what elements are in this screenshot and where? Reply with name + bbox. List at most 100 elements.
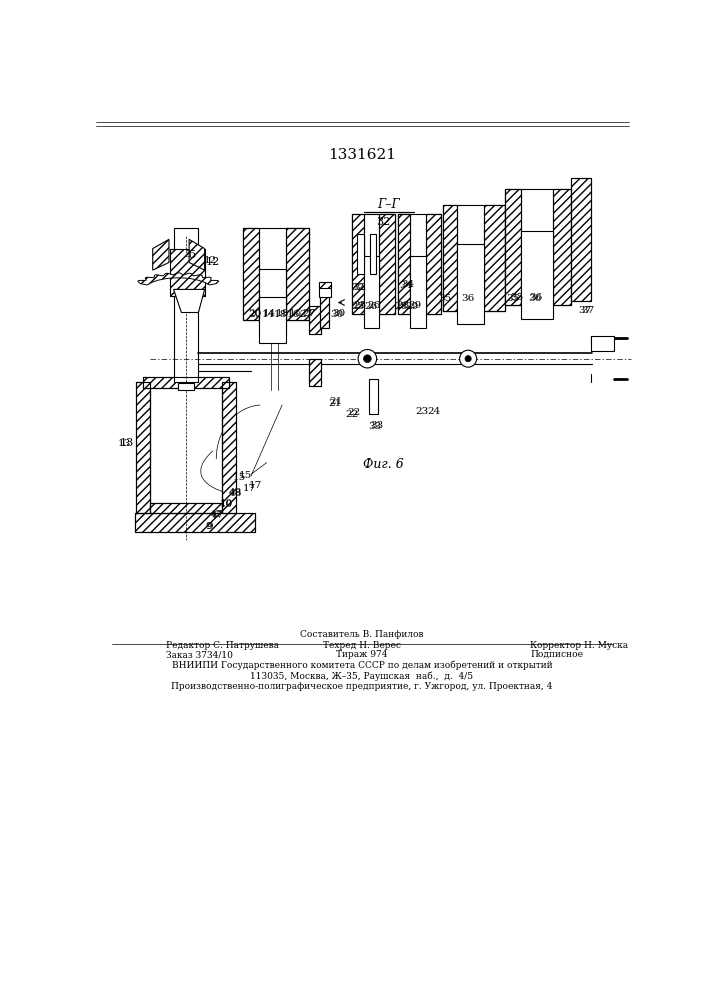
Bar <box>309 306 321 334</box>
Bar <box>243 228 259 320</box>
Text: 9: 9 <box>206 522 214 531</box>
Text: 18: 18 <box>276 309 288 318</box>
Text: 33: 33 <box>370 421 383 430</box>
Bar <box>286 228 309 320</box>
Text: 35: 35 <box>506 294 520 303</box>
Bar <box>143 377 230 388</box>
Circle shape <box>363 355 371 363</box>
Bar <box>320 286 329 328</box>
Text: 27: 27 <box>300 310 312 319</box>
Text: 23: 23 <box>415 407 428 416</box>
Bar <box>170 249 204 296</box>
Text: 30: 30 <box>332 309 345 318</box>
Text: 1331621: 1331621 <box>328 148 396 162</box>
Text: 5: 5 <box>185 250 191 259</box>
Bar <box>243 228 309 320</box>
Text: 36: 36 <box>462 294 474 303</box>
Text: Г–Г: Г–Г <box>378 198 400 211</box>
Bar <box>243 228 259 320</box>
Text: 28: 28 <box>397 301 409 310</box>
Bar <box>426 214 441 314</box>
Bar <box>135 513 255 532</box>
Bar <box>259 297 286 343</box>
Text: 26: 26 <box>365 302 378 311</box>
Text: 28: 28 <box>394 302 407 311</box>
Circle shape <box>460 350 477 367</box>
Bar <box>309 359 321 386</box>
Text: Составитель В. Панфилов: Составитель В. Панфилов <box>300 630 423 639</box>
Text: 16: 16 <box>286 310 300 319</box>
Text: 18: 18 <box>274 310 287 319</box>
Text: 9: 9 <box>205 522 212 531</box>
Text: Тираж 974: Тираж 974 <box>337 650 387 659</box>
Text: Фиг. 6: Фиг. 6 <box>363 458 403 471</box>
Bar <box>352 214 395 314</box>
Text: 47: 47 <box>211 511 224 520</box>
Text: 12: 12 <box>205 257 219 267</box>
Bar <box>571 178 590 301</box>
Text: 15: 15 <box>233 473 246 482</box>
Text: 12: 12 <box>204 256 218 265</box>
Text: Заказ 3734/10: Заказ 3734/10 <box>166 650 233 659</box>
Text: 13: 13 <box>120 438 134 448</box>
Bar <box>151 503 222 513</box>
Text: 33: 33 <box>368 422 382 431</box>
Bar <box>398 214 441 314</box>
Text: 29: 29 <box>406 302 419 311</box>
Bar <box>443 205 457 311</box>
Bar <box>506 189 571 305</box>
Text: 10: 10 <box>220 500 233 509</box>
Bar <box>174 228 199 382</box>
Bar <box>398 214 410 314</box>
Text: 21: 21 <box>328 399 341 408</box>
Bar <box>357 234 363 274</box>
Bar <box>571 178 590 301</box>
Text: 36: 36 <box>528 294 542 303</box>
Bar <box>151 503 222 513</box>
Text: 10: 10 <box>220 499 233 508</box>
Bar <box>379 214 395 314</box>
Bar <box>521 231 554 319</box>
Bar <box>426 214 441 314</box>
Bar <box>554 189 571 305</box>
Text: Редактор С. Патрушева: Редактор С. Патрушева <box>166 641 279 650</box>
Text: ВНИИПИ Государственного комитета СССР по делам изобретений и открытий: ВНИИПИ Государственного комитета СССР по… <box>172 660 552 670</box>
Text: 17: 17 <box>248 481 262 490</box>
Text: 47: 47 <box>209 510 223 519</box>
Bar <box>136 382 151 513</box>
Text: 14: 14 <box>262 309 276 318</box>
Text: 35: 35 <box>510 293 524 302</box>
Text: 48: 48 <box>229 489 243 498</box>
Bar <box>369 379 378 414</box>
Bar <box>259 269 286 334</box>
Text: 25: 25 <box>353 301 366 310</box>
Text: 30: 30 <box>329 310 343 319</box>
Text: 32: 32 <box>351 283 365 292</box>
Bar <box>457 244 484 324</box>
Text: 35: 35 <box>438 294 452 303</box>
Polygon shape <box>153 239 169 270</box>
Bar <box>410 256 426 328</box>
Text: 32: 32 <box>353 283 366 292</box>
Text: Производственно-полиграфическое предприятие, г. Ужгород, ул. Проектная, 4: Производственно-полиграфическое предприя… <box>171 682 553 691</box>
Bar <box>178 383 194 389</box>
Text: 20: 20 <box>248 309 262 318</box>
Bar <box>379 214 395 314</box>
Text: 13: 13 <box>118 439 132 448</box>
Polygon shape <box>189 239 204 270</box>
Circle shape <box>358 349 377 368</box>
Bar <box>352 214 363 314</box>
Text: Подписное: Подписное <box>530 650 583 659</box>
Bar <box>352 214 363 314</box>
Text: 34: 34 <box>399 281 413 290</box>
Bar <box>370 234 376 274</box>
Text: 21: 21 <box>329 397 343 406</box>
Text: 22: 22 <box>345 410 358 419</box>
Bar <box>135 513 255 532</box>
Text: 27: 27 <box>302 309 315 318</box>
Bar <box>484 205 506 311</box>
Circle shape <box>465 356 472 362</box>
Bar <box>222 382 235 513</box>
Text: 113035, Москва, Ж–35, Раушская  наб.,  д.  4/5: 113035, Москва, Ж–35, Раушская наб., д. … <box>250 671 474 681</box>
Text: 24: 24 <box>428 407 440 416</box>
